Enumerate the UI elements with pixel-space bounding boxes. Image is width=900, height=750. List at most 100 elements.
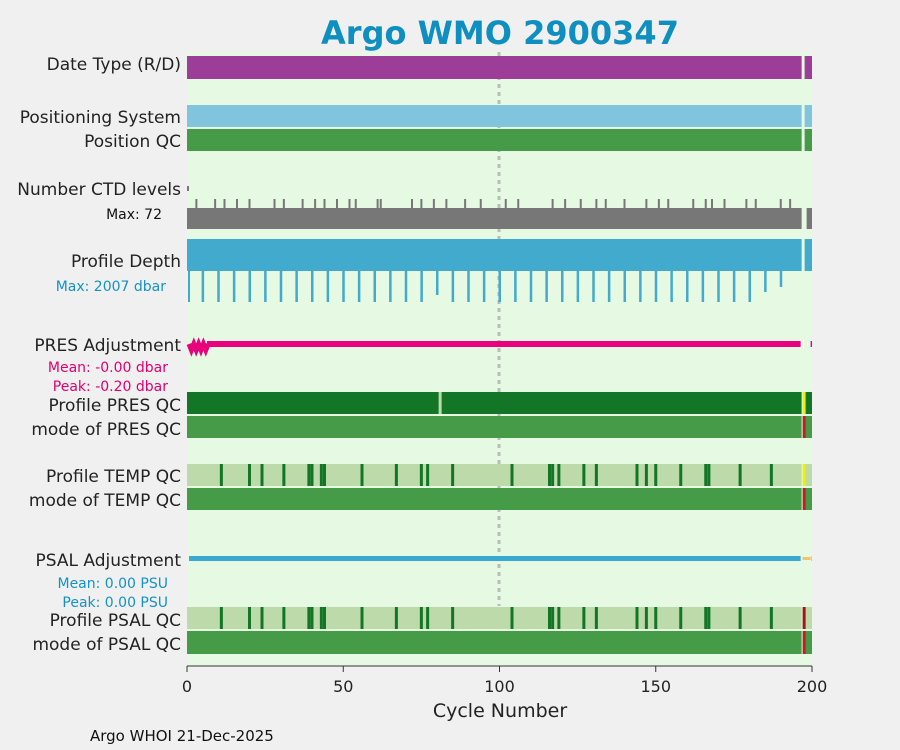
ctd-level-spike (789, 199, 792, 209)
profile-depth-spike (529, 270, 533, 302)
psal-qc-flag (282, 607, 286, 629)
ctd-level-spike (595, 199, 598, 209)
ctd-level-spike (564, 199, 567, 209)
profile-depth-spike (217, 270, 220, 302)
profile-depth-spike (561, 270, 564, 302)
profile-depth-last-cycle (804, 239, 812, 271)
chart-title: Argo WMO 2900347 (321, 14, 679, 52)
profile-pres-qc-last-cycle (804, 392, 812, 414)
profile-depth-spike (654, 270, 658, 302)
ctd-level-spike (432, 199, 435, 209)
x-tick-label: 200 (797, 677, 828, 696)
pres-adjustment-peak-note: Peak: -0.20 dbar (53, 379, 168, 395)
psal-adjustment-mean-note: Mean: 0.00 PSU (57, 576, 168, 592)
pres-adjustment-mean-note: Mean: -0.00 dbar (48, 360, 168, 376)
positioning-system-last-cycle (804, 105, 812, 127)
temp-qc-flag (282, 464, 286, 486)
psal-qc-flag (248, 607, 251, 629)
ctd-level-spike (348, 199, 351, 209)
profile-depth-spike (357, 270, 361, 302)
row-label-pres-adjustment: PRES Adjustment (34, 336, 181, 356)
x-tick-label: 150 (640, 677, 671, 696)
temp-qc-flag (248, 464, 251, 486)
x-axis-label: Cycle Number (433, 700, 567, 722)
date-type-bar (187, 56, 802, 79)
profile-depth-spike (420, 270, 423, 302)
psal-qc-flag (360, 607, 364, 629)
temp-qc-flag (319, 464, 323, 486)
mode-pres-qc-last-cycle (804, 416, 812, 438)
profile-depth-spike (248, 270, 251, 302)
profile-depth-bar (187, 239, 802, 271)
x-tick-label: 0 (182, 677, 192, 696)
psal-qc-flag (451, 607, 455, 629)
row-label-position-qc: Position QC (84, 132, 181, 152)
psal-qc-flag (557, 607, 561, 629)
ctd-level-spike (379, 199, 382, 209)
profile-depth-spike (576, 270, 580, 302)
psal-qc-flag (582, 607, 586, 629)
ctd-level-spike (711, 199, 713, 209)
profile-depth-spike (764, 270, 767, 292)
temp-qc-flag (419, 464, 423, 486)
profile-depth-spike (342, 270, 345, 302)
profile-pres-qc-bar (187, 392, 802, 414)
temp-qc-flag (707, 464, 711, 486)
pres-adjustment-last-cycle (810, 341, 812, 347)
profile-depth-spike (498, 270, 501, 302)
mode-psal-qc-last-cycle (804, 631, 812, 654)
ctd-level-spike (704, 199, 707, 209)
profile-depth-spike (686, 270, 689, 302)
temp-qc-flag (323, 464, 326, 486)
row-label-profile-psal-qc: Profile PSAL QC (50, 611, 181, 631)
ctd-level-spike (645, 199, 648, 209)
psal-qc-flag (635, 607, 639, 629)
ctd-level-spike (551, 199, 554, 209)
psal-adjustment-last-gap (802, 557, 811, 560)
row-labels: Date Type (R/D) Positioning System Posit… (17, 55, 181, 655)
profile-depth-spike (279, 270, 283, 302)
profile-depth-spike (232, 270, 236, 302)
ctd-levels-bar (187, 208, 802, 229)
temp-qc-flag (551, 464, 555, 486)
row-label-mode-psal-qc: mode of PSAL QC (32, 635, 181, 655)
profile-depth-spike (467, 270, 470, 302)
psal-qc-flag (594, 607, 598, 629)
plot-area (186, 52, 812, 667)
psal-qc-flag (307, 607, 311, 629)
profile-depth-spike (748, 270, 751, 302)
row-label-positioning-system: Positioning System (20, 108, 181, 128)
ctd-level-spike (354, 199, 357, 209)
temp-qc-flag (582, 464, 586, 486)
mode-temp-qc-bar (187, 488, 802, 510)
profile-depth-spike (436, 270, 439, 295)
row-label-mode-pres-qc: mode of PRES QC (31, 420, 181, 440)
psal-qc-flag (707, 607, 711, 629)
ctd-level-spike (223, 199, 226, 209)
profile-depth-spike (482, 270, 486, 302)
psal-qc-flag (679, 607, 683, 629)
profile-depth-spike (201, 270, 205, 302)
pres-adjustment-line (207, 341, 801, 347)
ctd-levels-max-note: Max: 72 (106, 207, 162, 223)
x-tick-label: 50 (333, 677, 353, 696)
temp-qc-flag (310, 464, 314, 486)
ctd-level-spike (236, 199, 238, 209)
temp-qc-flag (635, 464, 639, 486)
psal-qc-flag (769, 607, 773, 629)
profile-depth-spike (264, 270, 267, 302)
temp-qc-flag (510, 464, 514, 486)
ctd-level-spike (336, 199, 338, 209)
profile-pres-qc-last-cycle-flag (802, 392, 806, 414)
temp-qc-flag (260, 464, 264, 486)
ctd-level-spike (301, 199, 304, 209)
profile-depth-spike (607, 270, 611, 302)
profile-depth-spike (326, 270, 330, 302)
ctd-level-spike (504, 199, 507, 209)
profile-depth-spike (404, 270, 408, 302)
row-label-psal-adjustment: PSAL Adjustment (36, 551, 182, 571)
ctd-level-spike (273, 199, 276, 209)
ctd-level-spike (248, 199, 251, 209)
psal-qc-flag (219, 607, 223, 629)
